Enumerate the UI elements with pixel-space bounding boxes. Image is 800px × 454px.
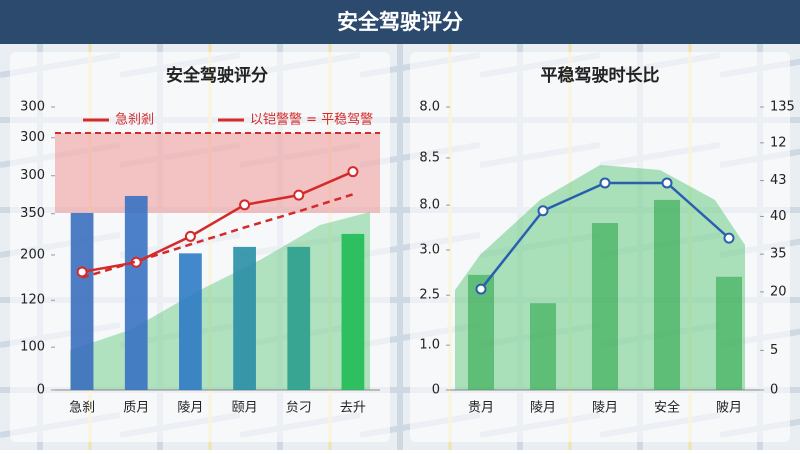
y-tick-label: 300 — [20, 100, 45, 115]
legend-label: 以铠警警 = 平稳驾警 — [250, 112, 373, 128]
y-tick-label: 200 — [20, 247, 45, 262]
y-tick-label: 20 — [770, 284, 787, 299]
x-tick-label: 质月 — [123, 401, 149, 416]
y-tick-label: 35 — [770, 247, 787, 262]
bar — [287, 246, 311, 390]
y-tick-label: 300 — [20, 130, 45, 145]
x-tick-label: 陵月 — [530, 401, 556, 416]
y-tick-label: 1.0 — [419, 338, 440, 353]
series-line — [81, 170, 354, 274]
bar — [341, 233, 365, 390]
point — [661, 177, 673, 189]
chart-title: 安全驾驶评分 — [166, 65, 268, 86]
warning-zone — [55, 133, 380, 213]
x-tick-label: 陵月 — [592, 401, 618, 416]
point — [239, 199, 251, 211]
y-tick-label: 0 — [770, 383, 778, 398]
point — [347, 166, 359, 178]
y-tick-label: 8.0 — [419, 100, 440, 115]
x-tick-label: 去升 — [340, 401, 366, 416]
point — [723, 232, 735, 244]
y-tick-label: 0 — [37, 383, 45, 398]
x-tick-label: 急刹 — [69, 401, 95, 416]
point — [475, 283, 487, 295]
y-tick-label: 40 — [770, 209, 787, 224]
y-tick-label: 8.5 — [419, 150, 440, 165]
point — [293, 189, 305, 201]
y-tick-label: 12 — [770, 135, 787, 150]
bar — [70, 212, 94, 390]
page-title: 安全驾驶评分 — [337, 10, 463, 34]
point — [76, 266, 88, 278]
y-tick-label: 300 — [20, 168, 45, 183]
point — [537, 205, 549, 217]
y-tick-label: 135 — [770, 100, 795, 115]
y-tick-label: 2.5 — [419, 288, 440, 303]
y-tick-label: 0 — [432, 383, 440, 398]
bar — [529, 303, 557, 390]
y-tick-label: 3.0 — [419, 242, 440, 257]
y-tick-label: 5 — [770, 343, 778, 358]
point — [184, 230, 196, 242]
x-tick-label: 陂月 — [716, 400, 742, 416]
bar — [233, 246, 256, 390]
bar — [653, 199, 681, 390]
chart-title: 平稳驾驶时长比 — [541, 65, 660, 86]
bar — [179, 253, 202, 390]
bar — [591, 223, 619, 390]
x-tick-label: 颐月 — [232, 401, 258, 416]
x-tick-label: 贠刁 — [286, 401, 312, 416]
bar — [124, 195, 148, 390]
y-tick-label: 120 — [20, 293, 45, 308]
y-tick-label: 350 — [20, 206, 45, 221]
x-tick-label: 陵月 — [177, 401, 203, 416]
bar — [715, 276, 743, 390]
y-tick-label: 43 — [770, 173, 787, 188]
header-bar — [0, 0, 800, 44]
y-tick-label: 100 — [20, 340, 45, 355]
y-tick-label: 8.0 — [419, 198, 440, 213]
x-tick-label: 贵月 — [468, 401, 494, 416]
point — [599, 177, 611, 189]
x-tick-label: 安全 — [654, 400, 680, 416]
legend-label: 急刹剎 — [115, 113, 154, 128]
